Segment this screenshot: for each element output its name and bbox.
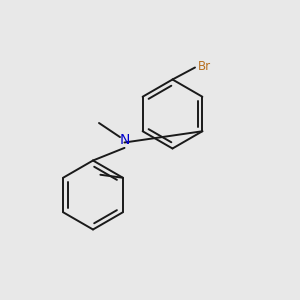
Text: N: N bbox=[119, 133, 130, 147]
Text: Br: Br bbox=[197, 60, 211, 74]
